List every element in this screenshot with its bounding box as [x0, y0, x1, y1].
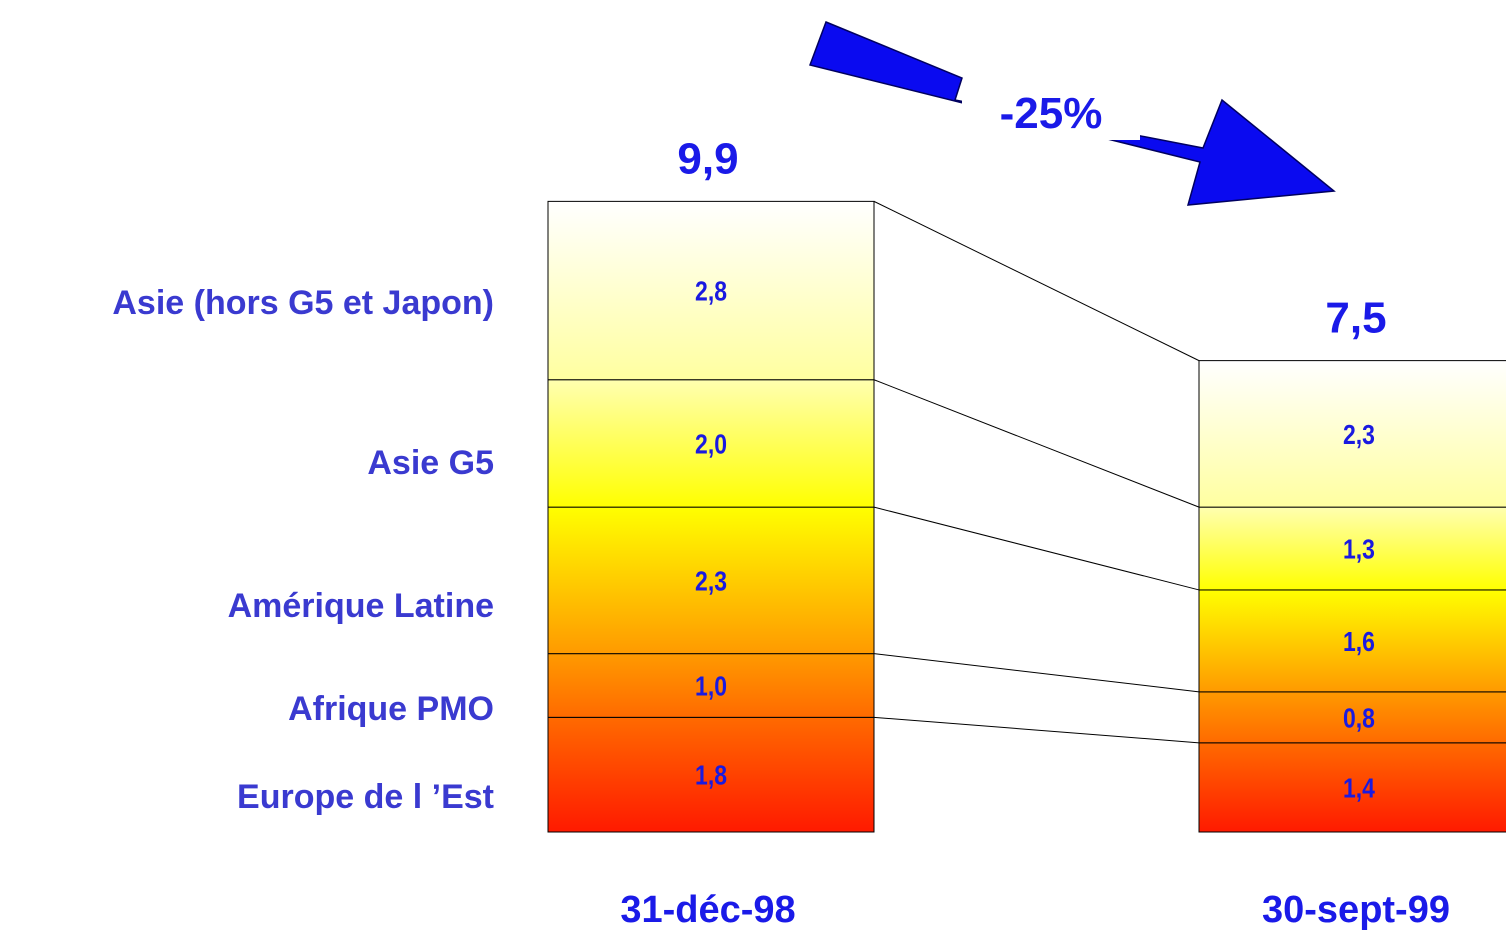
bar-segment — [547, 716, 875, 833]
segment-value-label: 1,4 — [1343, 773, 1376, 804]
bar-segment — [1198, 360, 1506, 508]
segment-value-label: 1,6 — [1343, 627, 1375, 658]
bar-segment — [547, 653, 875, 718]
segment-value-label: 2,3 — [695, 566, 727, 597]
change-label: -25% — [1000, 89, 1103, 138]
connector-line — [873, 200, 1200, 362]
segment-value-label: 2,3 — [1343, 420, 1375, 451]
change-arrow: -25% — [809, 21, 1336, 206]
bar-segment — [1198, 691, 1506, 744]
bar-segment — [1198, 506, 1506, 591]
segment-value-label: 0,8 — [1343, 703, 1375, 734]
connector-line — [873, 379, 1200, 508]
category-date-label: 31-déc-98 — [620, 889, 795, 930]
connector-line — [873, 716, 1200, 744]
bars — [547, 200, 1506, 833]
category-date-label: 30-sept-99 — [1262, 889, 1450, 930]
connector-line — [873, 653, 1200, 693]
category-labels: Europe de l ’Est Afrique PMO Amérique Lati… — [112, 284, 494, 816]
bar-segment — [1198, 742, 1506, 833]
segment-value-label: 1,0 — [695, 671, 727, 702]
bar-segment — [1198, 589, 1506, 693]
total-value-label: 7,5 — [1325, 294, 1386, 343]
total-labels: 9,9 7,5 — [677, 134, 1386, 342]
bar-segment — [547, 200, 875, 381]
segment-value-label: 1,3 — [1343, 534, 1375, 565]
segment-labels: 1,8 1,0 2,3 2,0 2,8 1,4 0,8 1,6 1,3 2,3 — [695, 276, 1376, 803]
change-label-backdrop — [962, 82, 1140, 140]
series-label: Afrique PMO — [288, 690, 494, 728]
segment-value-label: 2,8 — [695, 276, 727, 307]
bar-segment — [547, 379, 875, 508]
series-label: Asie (hors G5 et Japon) — [112, 284, 494, 322]
series-label: Europe de l ’Est — [237, 778, 494, 816]
date-labels: 31-déc-98 30-sept-99 — [620, 889, 1450, 930]
segment-value-label: 2,0 — [695, 429, 727, 460]
series-label: Amérique Latine — [228, 587, 494, 625]
connector-line — [873, 506, 1200, 591]
total-value-label: 9,9 — [677, 134, 738, 183]
series-label: Asie G5 — [367, 444, 494, 482]
segment-value-label: 1,8 — [695, 761, 727, 792]
connector-lines — [873, 200, 1200, 744]
